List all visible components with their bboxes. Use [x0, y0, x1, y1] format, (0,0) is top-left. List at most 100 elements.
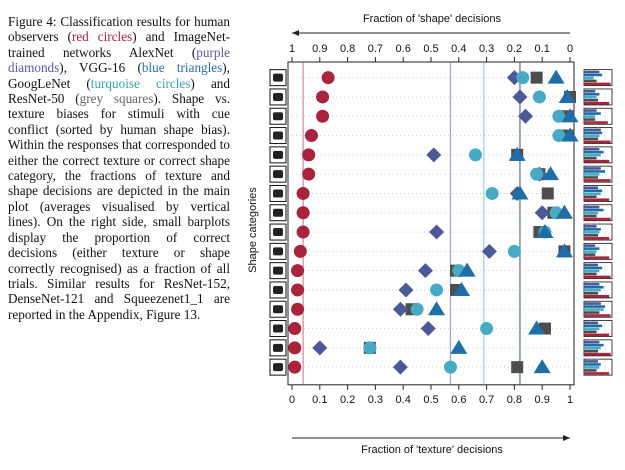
knife-icon [273, 73, 283, 82]
vgg-point [542, 166, 560, 181]
bottle-icon [273, 92, 283, 101]
vgg-correct-bar [584, 208, 604, 212]
vgg-point [561, 108, 579, 123]
vgg-point [508, 146, 526, 161]
human-correct-bar [584, 333, 610, 337]
vgg-correct-bar [584, 247, 600, 250]
resnet-point [541, 187, 554, 200]
alexnet-point [417, 263, 433, 279]
bottom-tick-label: 0.9 [535, 394, 550, 406]
bicycle-icon [273, 305, 283, 314]
googlenet-point [430, 283, 444, 297]
bottom-tick-label: 0.8 [507, 394, 522, 406]
resnet-correct-bar [584, 98, 598, 102]
alexnet-correct-bar [584, 244, 596, 247]
alexnet-correct-bar [584, 89, 596, 93]
vgg-correct-bar [584, 150, 604, 154]
bottom-tick-label: 0.3 [368, 394, 383, 406]
alexnet-correct-bar [584, 186, 598, 190]
vgg-point [547, 69, 565, 84]
caption-googlenet-label: turquoise circles [90, 75, 191, 91]
human-correct-bar [584, 314, 611, 317]
caption-text-5: ) and ResNet-50 ( [8, 75, 230, 107]
car-icon [273, 285, 283, 294]
caption-alexnet-label: purple diamonds [8, 44, 230, 76]
vgg-correct-bar [584, 228, 601, 231]
human-point [316, 90, 330, 104]
caption-human-label: red circles [71, 29, 133, 45]
googlenet-correct-bar [584, 327, 600, 331]
correct-fraction-barplots [583, 69, 613, 376]
human-correct-bar [584, 140, 611, 144]
human-point [288, 341, 302, 355]
resnet-correct-bar [584, 272, 597, 276]
alexnet-point [429, 224, 445, 240]
resnet-correct-bar [584, 369, 597, 372]
googlenet-point [516, 71, 530, 85]
alexnet-correct-bar [584, 147, 600, 151]
googlenet-point [443, 360, 457, 374]
human-correct-bar [584, 121, 608, 124]
googlenet-correct-bar [584, 231, 600, 234]
category-icons [269, 69, 287, 376]
vgg-correct-bar [584, 285, 604, 289]
top-tick-label: 0.3 [479, 43, 494, 55]
googlenet-point [552, 109, 566, 123]
alexnet-correct-bar [584, 109, 597, 112]
human-correct-bar [584, 256, 610, 259]
human-correct-bar [584, 82, 611, 86]
resnet-correct-bar [584, 253, 596, 256]
resnet-correct-bar [584, 137, 598, 141]
alexnet-correct-bar [584, 128, 601, 132]
googlenet-correct-bar [584, 192, 601, 196]
vgg-correct-bar [584, 363, 601, 366]
vgg-point [428, 301, 446, 316]
y-axis-title: Shape categories [247, 187, 259, 273]
chair-icon [273, 247, 283, 256]
vgg-correct-bar [584, 92, 600, 96]
vgg-point [511, 185, 529, 200]
bottom-tick-label: 0.6 [451, 394, 466, 406]
googlenet-point [468, 148, 482, 162]
vgg-correct-bar [584, 343, 604, 347]
human-point [296, 225, 310, 239]
top-tick-label: 0 [567, 43, 573, 55]
human-correct-bar [584, 294, 610, 298]
human-point [304, 129, 318, 143]
human-point [302, 167, 316, 181]
vgg-correct-bar [584, 170, 605, 173]
cat-icon [273, 228, 283, 237]
vgg-point [528, 320, 546, 335]
caption-resnet-label: grey squares [79, 91, 154, 107]
resnet-point [530, 71, 543, 84]
bottom-tick-label: 0.5 [423, 394, 438, 406]
alexnet-correct-bar [584, 205, 600, 209]
vgg-point [533, 359, 551, 374]
human-point [291, 264, 305, 278]
boat-icon [273, 266, 283, 275]
googlenet-point [480, 322, 494, 336]
data-points [288, 69, 579, 375]
resnet-correct-bar [584, 330, 597, 334]
top-tick-label: 1 [289, 43, 295, 55]
human-point [296, 186, 310, 200]
bottom-tick-label: 0 [289, 394, 295, 406]
top-arrow-head [292, 30, 299, 36]
vgg-point [453, 281, 471, 296]
alexnet-correct-bar [584, 360, 598, 363]
vgg-correct-bar [584, 112, 601, 115]
vgg-point [561, 127, 579, 142]
axis-ticks: 1 0.9 0.8 0.7 0.6 0.5 0.4 0.3 0.2 0.1 0 0 0.1 0.2 0.3 0… [289, 43, 573, 406]
human-point [291, 302, 305, 316]
caption-text-4: ), GoogLeNet ( [8, 60, 230, 91]
googlenet-correct-bar [584, 308, 604, 311]
resnet-correct-bar [584, 79, 597, 83]
elephant-icon [273, 131, 283, 140]
bear-icon [273, 208, 283, 217]
plot-frame [287, 30, 575, 441]
bottom-tick-label: 1 [567, 394, 573, 406]
googlenet-point [532, 90, 546, 104]
resnet-correct-bar [584, 156, 597, 160]
googlenet-correct-bar [584, 134, 600, 138]
googlenet-correct-bar [584, 95, 597, 99]
